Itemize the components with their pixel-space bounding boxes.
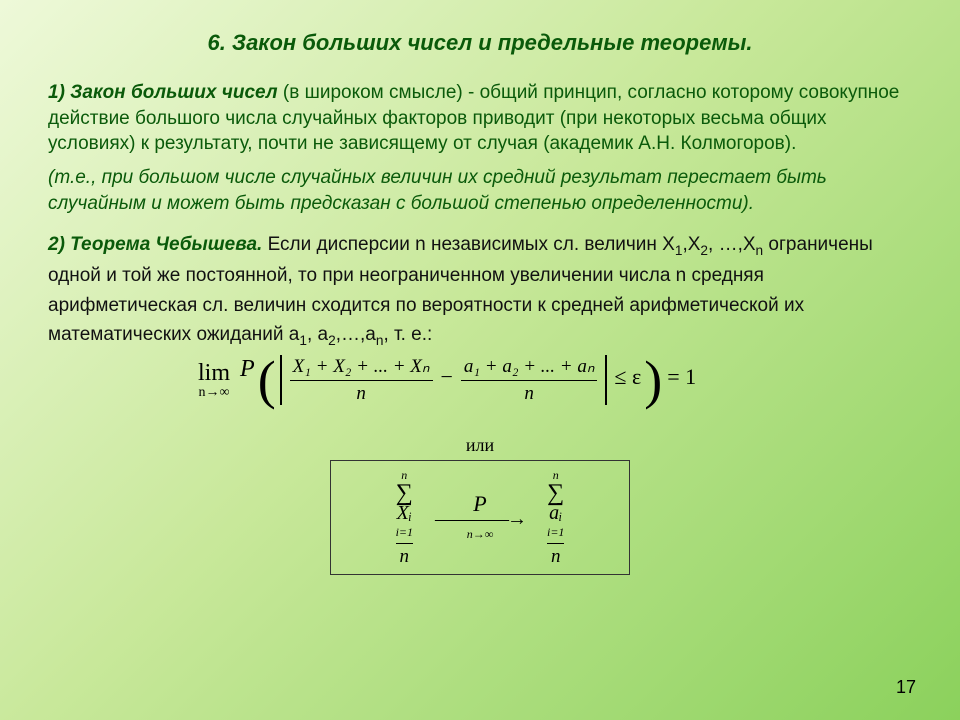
converge-arrow: P ————→ n→∞ <box>435 497 525 540</box>
limit-symbol: lim n→∞ <box>198 360 230 401</box>
minus-sign: − <box>433 364 461 396</box>
p2b: ,X <box>682 234 700 255</box>
p2c: , …,X <box>708 234 756 255</box>
term-lln: 1) Закон больших чисел <box>48 82 278 103</box>
arrow-sub: n→∞ <box>435 528 525 540</box>
equals-one: = 1 <box>663 364 698 396</box>
sub-a2: 2 <box>328 333 336 348</box>
equation-1: lim n→∞ P ( X₁ + X₂ + ... + Xₙ n − a₁ + … <box>198 353 912 407</box>
p2e: , a <box>307 324 328 345</box>
equation-2: n ∑ Xᵢ i=1 n P ————→ n→∞ n ∑ aᵢ i=1 n <box>330 460 630 575</box>
den-a: n <box>547 544 564 568</box>
frac-x-num: X₁ + X₂ + ... + Xₙ <box>290 355 433 381</box>
abs-value: X₁ + X₂ + ... + Xₙ n − a₁ + a₂ + ... + a… <box>280 355 608 405</box>
sumfrac-a: n ∑ aᵢ i=1 n <box>547 469 564 568</box>
arrow-icon: ————→ <box>435 510 525 528</box>
frac-a-num: a₁ + a₂ + ... + aₙ <box>461 355 598 381</box>
term-chebyshev: 2) Теорема Чебышева. <box>48 234 262 255</box>
sum-bot-a: i=1 <box>547 525 564 544</box>
page-number: 17 <box>896 677 916 698</box>
slide: 6. Закон больших чисел и предельные теор… <box>0 0 960 595</box>
paragraph-2: 2) Теорема Чебышева. Если дисперсии n не… <box>48 230 912 351</box>
frac-a: a₁ + a₂ + ... + aₙ n <box>461 355 598 405</box>
paren-open: ( <box>257 353 277 407</box>
sub-2: 2 <box>700 243 708 258</box>
p2g: , т. е.: <box>383 324 432 345</box>
or-label: или <box>48 435 912 456</box>
sum-bot-x: i=1 <box>396 525 413 544</box>
slide-title: 6. Закон больших чисел и предельные теор… <box>48 30 912 56</box>
p2a: Если дисперсии n независимых сл. величин… <box>262 234 675 255</box>
prob-P: P <box>236 356 257 405</box>
p2f: ,…,a <box>336 324 376 345</box>
sub-n: n <box>756 243 764 258</box>
leq-eps: ≤ ε <box>610 364 643 396</box>
sumfrac-x: n ∑ Xᵢ i=1 n <box>396 469 413 568</box>
lim-sub: n→∞ <box>198 385 230 401</box>
den-x: n <box>396 544 413 568</box>
sub-a1: 1 <box>299 333 307 348</box>
frac-x-den: n <box>290 381 433 405</box>
term-xi: Xᵢ <box>396 503 413 523</box>
term-ai: aᵢ <box>547 503 564 523</box>
frac-a-den: n <box>461 381 598 405</box>
lim-text: lim <box>198 360 230 386</box>
frac-x: X₁ + X₂ + ... + Xₙ n <box>290 355 433 405</box>
paragraph-1: 1) Закон больших чисел (в широком смысле… <box>48 80 912 157</box>
paren-close: ) <box>643 353 663 407</box>
paragraph-1-note: (т.е., при большом числе случайных велич… <box>48 165 912 216</box>
